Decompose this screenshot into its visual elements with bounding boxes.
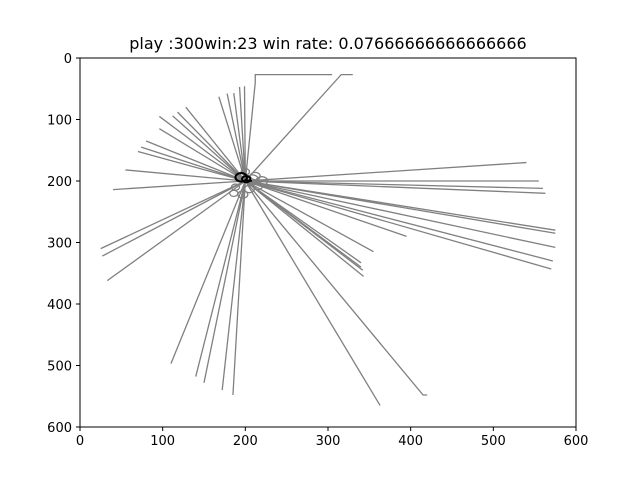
- trajectory-loop-3: [255, 176, 269, 186]
- trajectory-loop-8: [237, 190, 249, 199]
- trajectory-line-24: [245, 180, 556, 249]
- highlight-loop-2: [241, 175, 252, 184]
- trajectory-line-20: [245, 180, 543, 190]
- trajectory-line-4: [226, 93, 246, 182]
- trajectory-line-32: [244, 180, 364, 277]
- trajectory-line-18: [245, 161, 527, 182]
- trajectory-line-5: [233, 92, 246, 182]
- y-tick-label-5: 500: [47, 360, 72, 375]
- trajectory-line-38: [203, 180, 246, 383]
- trajectory-line-21: [245, 180, 546, 194]
- trajectory-loop-5: [243, 184, 256, 194]
- trajectory-loop-7: [228, 189, 239, 198]
- trajectory-line-16: [125, 169, 246, 182]
- trajectory-line-7: [243, 86, 246, 182]
- highlight-loop-1: [234, 172, 248, 183]
- y-tick-label-4: 400: [47, 298, 72, 313]
- trajectory-line-9: [177, 111, 246, 182]
- x-tick-label-2: 200: [233, 434, 258, 449]
- highlight-trajectory: [245, 178, 253, 182]
- trajectory-line-17: [113, 180, 246, 191]
- trajectory-line-11: [158, 115, 246, 182]
- trajectory-line-23: [245, 180, 556, 234]
- trajectory-line-2: [244, 73, 353, 182]
- trajectory-line-39: [221, 180, 246, 391]
- trajectory-line-14: [140, 146, 246, 182]
- trajectory-line-3: [218, 96, 246, 182]
- trajectory-line-10: [172, 115, 246, 182]
- plot-area: [100, 73, 556, 406]
- trajectory-line-8: [185, 106, 246, 182]
- y-tick-label-6: 600: [47, 421, 72, 436]
- trajectory-line-37: [195, 180, 246, 377]
- x-tick-label-0: 0: [76, 434, 84, 449]
- trajectory-line-35: [106, 180, 246, 282]
- trajectory-line-6: [238, 86, 246, 182]
- x-tick-label-3: 300: [316, 434, 341, 449]
- trajectory-line-25: [245, 180, 554, 262]
- trajectory-line-15: [137, 150, 246, 182]
- y-tick-label-2: 200: [47, 175, 72, 190]
- trajectory-line-36: [170, 180, 246, 364]
- x-tick-label-4: 400: [398, 434, 423, 449]
- trajectory-line-28: [245, 180, 374, 253]
- trajectory-line-1: [244, 73, 333, 182]
- trajectory-line-33: [100, 180, 246, 250]
- x-tick-label-6: 600: [564, 434, 589, 449]
- trajectory-loop-2: [249, 171, 261, 181]
- x-tick-label-5: 500: [481, 434, 506, 449]
- chart-title: play :300win:23 win rate: 0.076666666666…: [129, 34, 526, 53]
- trajectory-line-26: [245, 180, 552, 270]
- trajectory-line-41: [244, 180, 428, 396]
- trajectory-line-31: [244, 180, 364, 271]
- y-tick-label-0: 0: [64, 52, 72, 67]
- y-tick-label-3: 300: [47, 237, 72, 252]
- y-tick-label-1: 100: [47, 114, 72, 129]
- trajectory-line-13: [145, 140, 246, 182]
- trajectory-line-27: [245, 180, 407, 237]
- trajectory-line-40: [232, 180, 246, 396]
- trajectory-line-42: [244, 180, 381, 406]
- trajectory-line-34: [102, 180, 246, 257]
- axes: 0 100 200 300 400 500 600 0 100 200 300 400 500 600: [47, 52, 588, 449]
- x-tick-label-1: 100: [150, 434, 175, 449]
- trajectory-line-12: [159, 128, 246, 182]
